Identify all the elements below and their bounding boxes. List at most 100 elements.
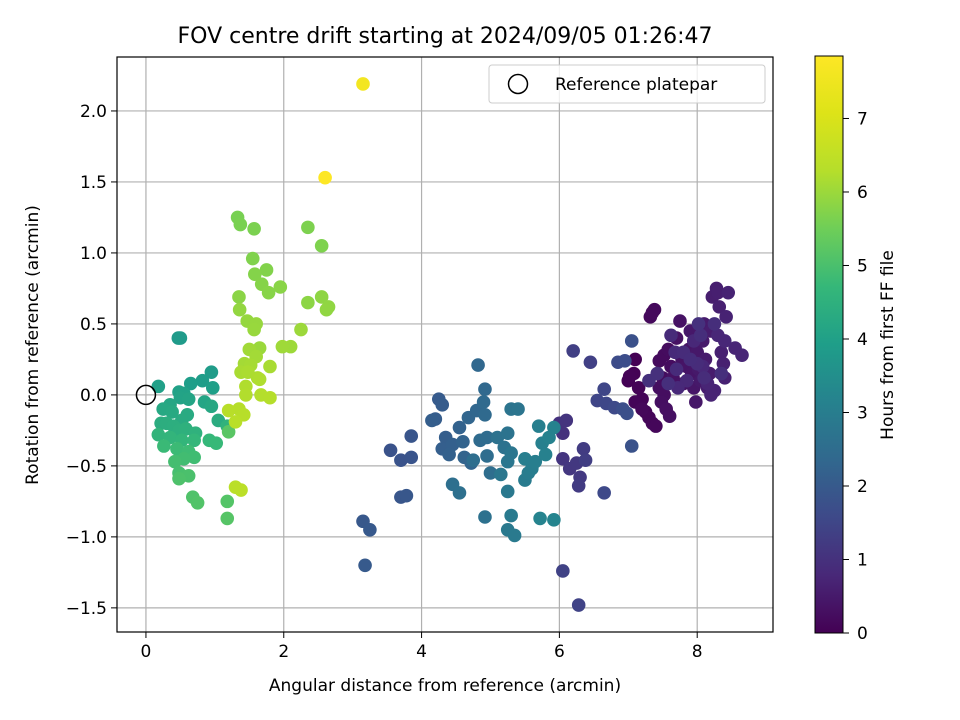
data-point [181,392,196,406]
colorbar-tick-label: 1 [857,550,868,570]
data-point [547,513,561,527]
data-point [404,429,419,443]
data-point [248,267,262,282]
data-point [494,467,508,482]
data-point [476,395,491,409]
data-point [669,362,684,377]
data-point [624,334,639,348]
x-tick-label: 2 [278,642,289,662]
colorbar-tick-label: 2 [857,477,868,497]
data-point [583,355,598,370]
data-point [187,450,201,465]
data-point [301,295,315,310]
data-point [704,388,718,402]
data-point [452,420,467,435]
data-point [471,358,485,372]
data-point [394,453,408,468]
colorbar-tick-label: 7 [857,109,868,129]
data-point [628,352,642,367]
x-axis-ticks: 0 2 4 6 8 [141,632,703,662]
data-point [711,285,725,300]
data-point [714,345,729,360]
data-point [714,366,729,381]
data-point [533,511,547,526]
y-tick-label: 1.5 [80,173,107,193]
data-point [693,328,708,343]
data-point [195,373,210,388]
data-point [697,371,711,385]
data-point [689,395,703,409]
data-point [209,436,224,450]
data-point [712,300,727,314]
colorbar-tick-label: 3 [857,403,868,423]
data-point [673,314,687,328]
data-point [399,488,414,503]
data-point [247,221,261,236]
data-point [204,365,219,379]
colorbar-label: Hours from first FF file [878,250,898,440]
data-point [664,328,678,343]
data-point [220,494,235,509]
data-point [683,352,698,367]
data-point [597,382,611,397]
data-point [622,369,637,384]
data-point [661,376,676,391]
data-point [556,564,570,578]
data-point [483,466,498,480]
x-axis-label: Angular distance from reference (arcmin) [269,676,621,696]
data-point [576,442,591,456]
data-point [504,508,518,523]
data-point [356,77,370,91]
data-point [642,373,656,388]
data-point [559,413,574,428]
x-tick-label: 0 [141,642,152,662]
data-point [319,302,334,317]
data-point [528,454,543,469]
colorbar-tick-label: 5 [857,256,868,276]
data-point [547,420,561,435]
x-tick-label: 4 [416,642,427,662]
data-point [261,285,276,300]
x-tick-label: 8 [692,642,703,662]
data-point [442,447,456,462]
data-point [721,285,736,300]
data-point [635,402,649,416]
data-point [500,454,515,469]
data-point [456,434,470,449]
data-point [187,433,201,448]
y-tick-label: −1.0 [66,528,107,548]
data-point [314,290,329,304]
reference-platepar-marker [135,384,157,406]
data-point [294,322,308,337]
data-points [151,77,749,612]
data-point [518,451,532,466]
chart-title: FOV centre drift starting at 2024/09/05 … [178,24,713,49]
data-point [263,359,277,374]
data-point [466,453,481,468]
y-tick-label: −1.5 [66,599,107,619]
data-point [221,425,236,439]
data-point [168,454,182,469]
data-point [735,348,749,362]
data-point [263,390,277,405]
data-point [275,339,290,354]
data-point [620,406,634,421]
data-point [478,382,492,397]
y-tick-label: −0.5 [66,457,107,477]
data-point [170,442,184,456]
data-point [662,409,677,423]
colorbar-tick-label: 0 [857,624,868,644]
data-point [566,344,580,358]
data-point [172,471,186,486]
data-point [571,598,586,612]
y-tick-label: 2.0 [80,102,107,122]
data-point [645,305,660,320]
data-point [719,310,733,324]
data-point [480,449,494,463]
data-point [435,398,450,412]
data-point [247,322,261,337]
reference-marker-layer [135,384,157,406]
data-point [358,558,372,573]
data-point [500,484,515,499]
